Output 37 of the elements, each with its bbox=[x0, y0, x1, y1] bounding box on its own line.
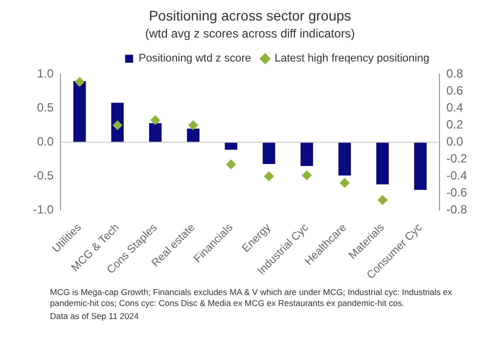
point bbox=[264, 171, 274, 182]
bar bbox=[338, 142, 351, 176]
bar bbox=[262, 142, 276, 164]
bar bbox=[376, 142, 389, 184]
text: MCG is Mega-cap Growth; Financials excludes MA & V which are under MCG; Industrial cyc: Industrials ex pandemic-hit cos; Cons cyc: Cons Disc & Media ex MCG ex Restaurants ex pandemic-hit cos. bbox=[50, 287, 454, 308]
y-tick-label: -0.5 bbox=[32, 168, 54, 183]
bar bbox=[186, 128, 200, 142]
y2-tick-label: -0.2 bbox=[446, 152, 468, 166]
y-tick-label: 0.0 bbox=[36, 134, 54, 149]
bar bbox=[300, 142, 314, 166]
y2-tick-label: 0.4 bbox=[446, 100, 464, 115]
point bbox=[74, 76, 85, 87]
bar bbox=[414, 142, 427, 190]
y-tick-label: -1.0 bbox=[32, 202, 54, 217]
bar bbox=[149, 123, 162, 142]
text: Data as of Sep 11 2024 bbox=[50, 311, 140, 322]
y2-tick-label: 0.6 bbox=[446, 84, 464, 98]
y2-tick-label: -0.6 bbox=[446, 186, 468, 200]
y-tick-label: 0.5 bbox=[36, 100, 54, 115]
y2-tick-label: -0.8 bbox=[446, 202, 468, 217]
y2-tick-label: 0.0 bbox=[446, 134, 464, 149]
point bbox=[226, 159, 236, 170]
y2-tick-label: 0.8 bbox=[446, 66, 464, 81]
chart-subtitle: (wtd avg z scores across diff indicators) bbox=[145, 26, 355, 40]
point bbox=[378, 195, 388, 206]
point bbox=[188, 120, 198, 130]
point bbox=[150, 115, 160, 126]
y2-tick-label: -0.4 bbox=[446, 168, 468, 183]
bar bbox=[224, 142, 238, 150]
point bbox=[340, 178, 350, 188]
legend-label: Latest high freqency positioning bbox=[274, 52, 430, 65]
y2-tick-label: 0.2 bbox=[446, 118, 464, 132]
y-tick-label: 1.0 bbox=[36, 66, 54, 81]
bar bbox=[73, 81, 86, 142]
chart-title: Positioning across sector groups bbox=[148, 7, 352, 24]
legend-label: Positioning wtd z score bbox=[138, 52, 252, 65]
point bbox=[302, 170, 312, 180]
